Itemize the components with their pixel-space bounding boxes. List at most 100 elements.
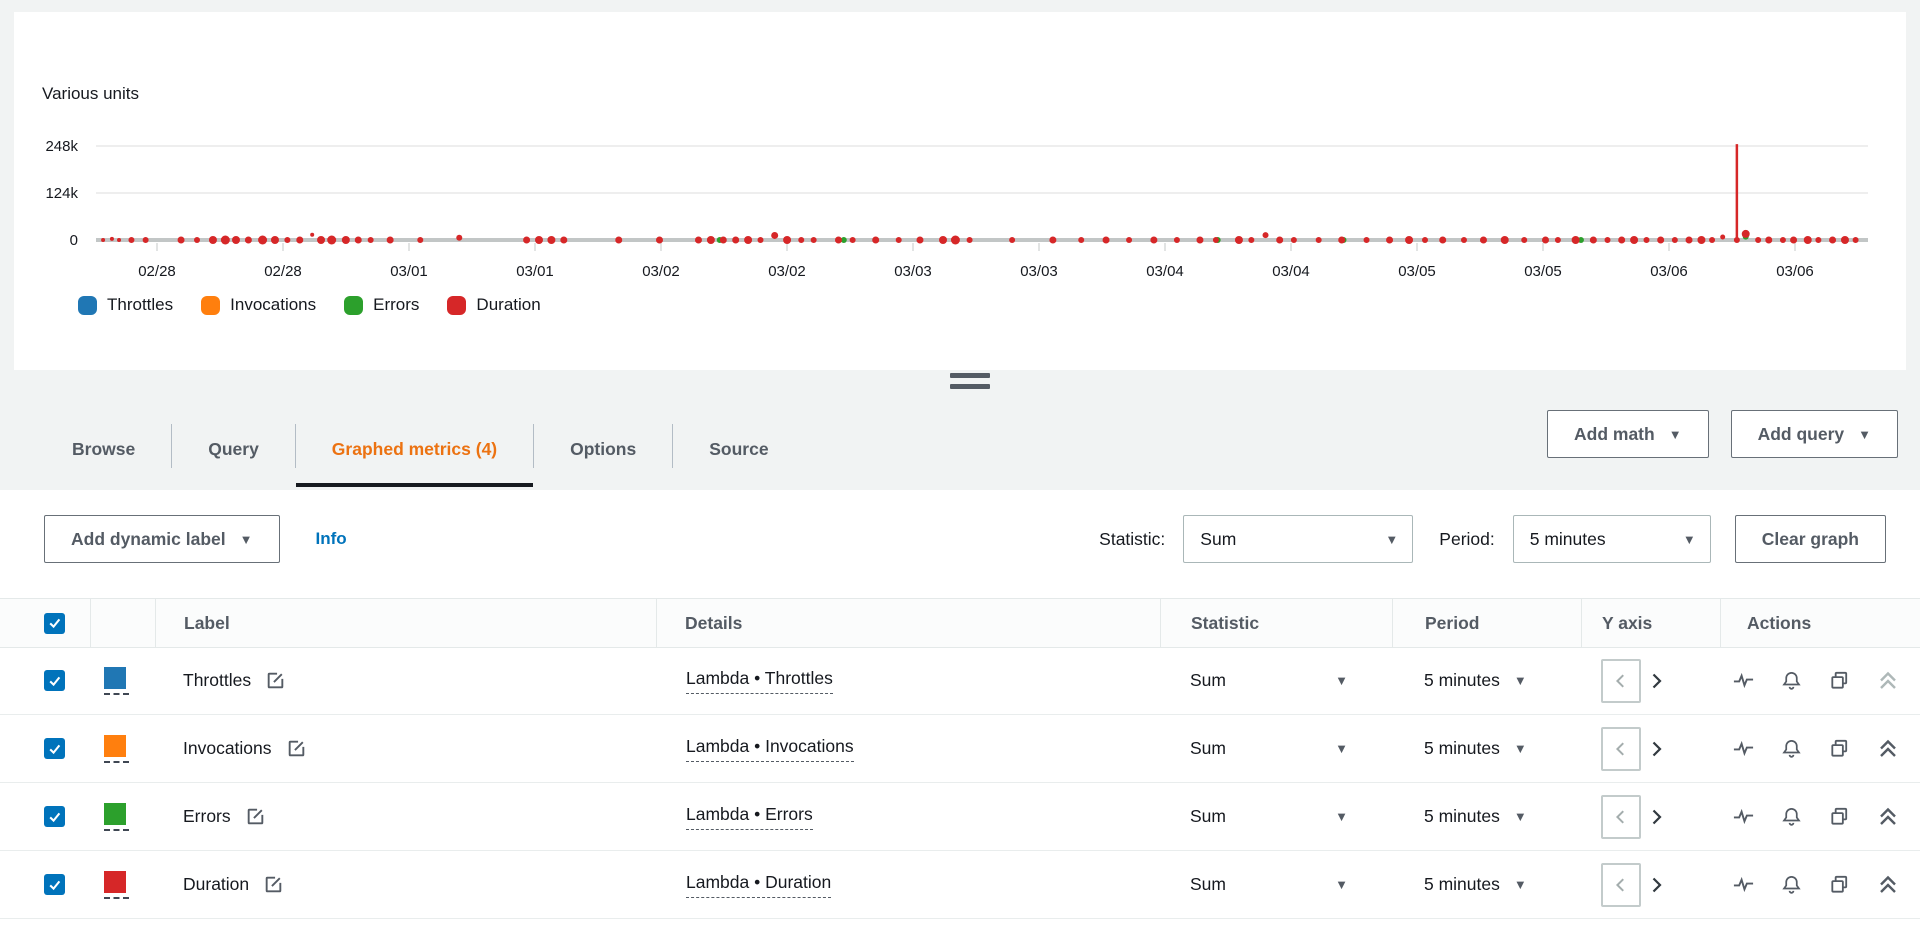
- chevron-left-icon: [1615, 673, 1624, 688]
- tab-source[interactable]: Source: [709, 438, 769, 459]
- tab-browse[interactable]: Browse: [72, 438, 136, 459]
- chevron-down-icon: ▼: [1513, 809, 1527, 824]
- statistic-dropdown[interactable]: Sum ▼: [1190, 806, 1348, 826]
- row-checkbox[interactable]: [44, 670, 65, 691]
- info-link[interactable]: Info: [315, 529, 347, 548]
- graph-pulse-icon[interactable]: [1732, 737, 1755, 760]
- y-axis-left-toggle[interactable]: [1601, 862, 1641, 907]
- chevron-left-icon: [1615, 877, 1624, 892]
- legend-item-duration[interactable]: Duration: [447, 295, 541, 315]
- statistic-label: Statistic:: [1099, 528, 1166, 549]
- panel-resize-handle[interactable]: [950, 373, 990, 389]
- chevron-down-icon: ▼: [1335, 877, 1348, 892]
- line-style-dashes: [104, 896, 129, 899]
- metric-color-swatch[interactable]: [104, 666, 129, 695]
- metric-color-swatch[interactable]: [104, 802, 129, 831]
- period-select[interactable]: 5 minutes ▼: [1512, 515, 1711, 563]
- select-all-checkbox[interactable]: [44, 612, 65, 634]
- graph-pulse-icon[interactable]: [1732, 669, 1755, 692]
- graph-pulse-icon[interactable]: [1732, 873, 1755, 896]
- controls-row: Add dynamic label ▼ Info Statistic: Sum …: [44, 515, 1886, 563]
- table-row: Invocations Lambda • Invocations Sum ▼ 5…: [0, 715, 1920, 783]
- tab-query[interactable]: Query: [208, 438, 259, 459]
- svg-text:03/06: 03/06: [1650, 263, 1688, 280]
- table-row: Errors Lambda • Errors Sum ▼ 5 minutes ▼: [0, 783, 1920, 851]
- collapse-up-icon[interactable]: [1876, 805, 1900, 829]
- legend-item-throttles[interactable]: Throttles: [78, 295, 173, 315]
- edit-label-icon[interactable]: [245, 806, 266, 827]
- graph-pulse-icon[interactable]: [1732, 805, 1755, 828]
- add-dynamic-label-button[interactable]: Add dynamic label ▼: [44, 515, 280, 563]
- chevron-down-icon: ▼: [1668, 426, 1682, 442]
- chevron-right-icon: [1652, 877, 1662, 892]
- svg-text:02/28: 02/28: [264, 263, 302, 280]
- y-axis-right-toggle[interactable]: [1646, 671, 1666, 691]
- copy-icon[interactable]: [1828, 873, 1851, 896]
- y-axis-right-toggle[interactable]: [1646, 739, 1666, 759]
- collapse-up-icon[interactable]: [1876, 669, 1900, 693]
- graphed-metrics-panel: Add dynamic label ▼ Info Statistic: Sum …: [0, 490, 1920, 950]
- metrics-chart[interactable]: 248k 124k 0 02/28 02/28 03/01 03/01 03/02 03/02 0…: [14, 12, 1906, 302]
- y-axis-right-toggle[interactable]: [1646, 807, 1666, 827]
- edit-label-icon[interactable]: [263, 874, 284, 895]
- period-dropdown[interactable]: 5 minutes ▼: [1424, 738, 1527, 758]
- legend-item-errors[interactable]: Errors: [344, 295, 419, 315]
- tab-divider: [672, 424, 674, 468]
- metric-details-link[interactable]: Lambda • Throttles: [686, 668, 833, 694]
- row-checkbox[interactable]: [44, 806, 65, 827]
- row-checkbox[interactable]: [44, 738, 65, 759]
- bell-icon[interactable]: [1780, 805, 1803, 828]
- chevron-down-icon: ▼: [1335, 741, 1348, 756]
- statistic-select[interactable]: Sum ▼: [1183, 515, 1414, 563]
- check-icon: [48, 676, 60, 686]
- period-dropdown[interactable]: 5 minutes ▼: [1424, 874, 1527, 894]
- statistic-dropdown[interactable]: Sum ▼: [1190, 738, 1348, 758]
- check-icon: [48, 880, 60, 890]
- period-dropdown[interactable]: 5 minutes ▼: [1424, 806, 1527, 826]
- right-controls: Statistic: Sum ▼ Period: 5 minutes ▼ Cle…: [1099, 515, 1886, 563]
- bell-icon[interactable]: [1780, 669, 1803, 692]
- period-dropdown[interactable]: 5 minutes ▼: [1424, 670, 1527, 690]
- chevron-right-icon: [1652, 673, 1662, 688]
- tab-graphed-metrics-4[interactable]: Graphed metrics (4): [295, 408, 534, 490]
- y-axis-left-toggle[interactable]: [1601, 658, 1641, 703]
- statistic-dropdown[interactable]: Sum ▼: [1190, 874, 1348, 894]
- tab-divider: [533, 424, 535, 468]
- y-axis-left-toggle[interactable]: [1601, 794, 1641, 839]
- chevron-down-icon: ▼: [239, 531, 253, 547]
- bell-icon[interactable]: [1780, 737, 1803, 760]
- add-query-button[interactable]: Add query ▼: [1730, 410, 1898, 458]
- metric-details-link[interactable]: Lambda • Errors: [686, 804, 813, 830]
- copy-icon[interactable]: [1828, 669, 1851, 692]
- edit-label-icon[interactable]: [265, 670, 286, 691]
- line-style-dashes: [104, 692, 129, 695]
- svg-text:248k: 248k: [45, 138, 78, 155]
- tab-options[interactable]: Options: [570, 438, 637, 459]
- clear-graph-button[interactable]: Clear graph: [1734, 515, 1886, 563]
- metric-details-link[interactable]: Lambda • Invocations: [686, 736, 854, 762]
- statistic-dropdown[interactable]: Sum ▼: [1190, 670, 1348, 690]
- collapse-up-icon[interactable]: [1876, 737, 1900, 761]
- collapse-up-icon[interactable]: [1876, 873, 1900, 897]
- chevron-down-icon: ▼: [1385, 531, 1399, 547]
- legend-item-invocations[interactable]: Invocations: [201, 295, 316, 315]
- metric-details-link[interactable]: Lambda • Duration: [686, 872, 832, 898]
- svg-text:03/04: 03/04: [1272, 263, 1310, 280]
- edit-label-icon[interactable]: [286, 738, 307, 759]
- copy-icon[interactable]: [1828, 805, 1851, 828]
- column-header-details: Details: [656, 599, 1160, 647]
- metric-color-swatch[interactable]: [104, 734, 129, 763]
- tab-divider: [171, 424, 173, 468]
- add-math-button[interactable]: Add math ▼: [1547, 410, 1709, 458]
- check-icon: [48, 618, 60, 629]
- y-axis-left-toggle[interactable]: [1601, 726, 1641, 771]
- table-header: Label Details Statistic Period Y axis Ac…: [0, 598, 1920, 648]
- row-checkbox[interactable]: [44, 874, 65, 895]
- check-icon: [48, 744, 60, 754]
- y-axis-right-toggle[interactable]: [1646, 875, 1666, 895]
- metric-color-swatch[interactable]: [104, 870, 129, 899]
- copy-icon[interactable]: [1828, 737, 1851, 760]
- table-row: Duration Lambda • Duration Sum ▼ 5 minut…: [0, 851, 1920, 919]
- bell-icon[interactable]: [1780, 873, 1803, 896]
